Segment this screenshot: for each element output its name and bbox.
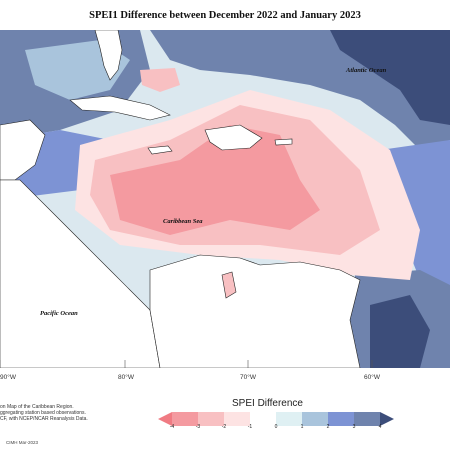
puerto-rico — [274, 138, 293, 146]
longitude-label-70w: 70°W — [240, 374, 256, 381]
source-note: on Map of the Caribbean Region. ggregati… — [0, 404, 88, 423]
hispaniola — [204, 124, 263, 151]
wet-anomaly-layer — [0, 30, 450, 368]
legend-bin-5 — [276, 412, 302, 426]
label-pacific-ocean: Pacific Ocean — [40, 310, 78, 317]
longitude-label-60w: 60°W — [364, 374, 380, 381]
legend-bin-3 — [224, 412, 250, 426]
longitude-label-80w: 80°W — [118, 374, 134, 381]
legend-tick: 2 — [326, 424, 330, 430]
longitude-ticks — [0, 360, 373, 368]
land-layer — [0, 30, 361, 368]
jamaica — [147, 145, 173, 155]
spei-difference-map: Atlantic Ocean Caribbean Sea Pacific Oce… — [0, 30, 450, 368]
source-note-line2: ggregating station based observations. — [0, 410, 86, 417]
legend-tick: -2 — [221, 424, 227, 430]
yucatan — [0, 119, 46, 181]
legend-tick: -1 — [247, 424, 253, 430]
bahamas-dry — [140, 68, 180, 92]
map-title: SPEI1 Difference between December 2022 a… — [89, 10, 361, 21]
central-america — [0, 179, 161, 368]
legend-arrow-right — [380, 412, 394, 426]
atlantic-dark-zone — [330, 30, 450, 125]
lake-maracaibo — [221, 271, 237, 299]
legend-bin-1 — [172, 412, 198, 426]
dry-anomaly-layer — [75, 68, 420, 280]
source-note-line3: CF, with NCEP/NCAR Reanalysis Data. — [0, 416, 88, 423]
longitude-label-90w: 90°W — [0, 374, 16, 381]
south-america — [149, 254, 361, 368]
cuba — [69, 95, 171, 121]
caribbean-core-dry — [110, 125, 320, 235]
source-note-line1: on Map of the Caribbean Region. — [0, 404, 74, 410]
florida — [94, 30, 123, 81]
label-atlantic-ocean: Atlantic Ocean — [345, 67, 387, 74]
legend-tick: 0 — [274, 424, 278, 430]
legend-tick: -4 — [169, 424, 175, 430]
label-caribbean-sea: Caribbean Sea — [163, 218, 203, 225]
legend-tick: 1 — [300, 424, 304, 430]
legend-arrow-left — [158, 412, 172, 426]
legend-bin-7 — [328, 412, 354, 426]
color-legend — [158, 412, 394, 426]
credit-text: CIMH Mar-2023 — [6, 440, 39, 445]
legend-bin-8 — [354, 412, 380, 426]
legend-bin-2 — [198, 412, 224, 426]
legend-tick: 4 — [378, 424, 382, 430]
legend-bin-4 — [250, 412, 276, 426]
legend-tick: -3 — [195, 424, 201, 430]
legend-title: SPEI Difference — [232, 398, 303, 409]
legend-tick: 3 — [352, 424, 356, 430]
guiana-dark — [370, 295, 430, 368]
legend-bin-6 — [302, 412, 328, 426]
